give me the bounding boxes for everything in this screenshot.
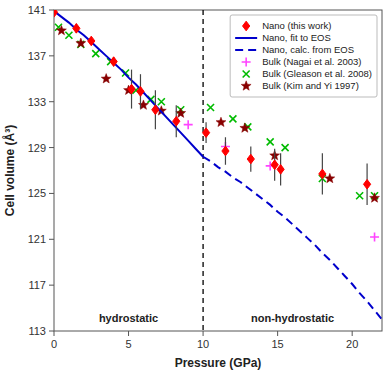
x-tick-label: 10 <box>197 338 209 350</box>
series-line <box>54 11 203 157</box>
point <box>325 173 335 182</box>
legend-handle <box>243 71 250 78</box>
annotations: hydrostatic non-hydrostatic <box>99 312 334 324</box>
point <box>222 146 229 156</box>
point <box>88 36 95 46</box>
point <box>319 169 326 179</box>
point <box>158 98 165 105</box>
point <box>92 50 99 57</box>
axes: 0 5 10 15 20 113 117 121 125 129 133 137 141 Pressure… <box>2 4 382 370</box>
y-tick <box>49 101 54 102</box>
y-tick-label: 137 <box>28 50 46 62</box>
y-tick-label: 133 <box>28 96 46 108</box>
y-tick <box>49 147 54 148</box>
legend-box <box>230 15 377 97</box>
y-tick <box>49 285 54 286</box>
point <box>73 24 80 34</box>
legend-label: Nano (this work) <box>262 20 331 31</box>
x-tick-label: 5 <box>125 338 131 350</box>
y-tick <box>49 55 54 56</box>
x-axis-label: Pressure (GPa) <box>175 356 262 370</box>
point <box>370 232 379 241</box>
annotation: non-hydrostatic <box>251 312 334 324</box>
point <box>76 38 86 47</box>
point <box>216 117 226 126</box>
plot-area <box>54 10 382 331</box>
y-axis-label: Cell volume (Å³) <box>2 125 17 216</box>
series-3 <box>184 120 379 241</box>
series-4 <box>55 24 378 200</box>
point <box>57 25 67 34</box>
y-tick-label: 129 <box>28 142 46 154</box>
y-tick-label: 121 <box>28 233 46 245</box>
point <box>282 144 289 151</box>
x-tick-label: 15 <box>272 338 284 350</box>
y-tick-label: 113 <box>28 325 46 337</box>
legend-label: Bulk (Gleason et al. 2008) <box>262 68 372 79</box>
series-1 <box>54 11 203 157</box>
legend-label: Bulk (Nagai et al. 2003) <box>262 56 361 67</box>
point <box>101 74 111 83</box>
x-tick-label: 20 <box>346 338 358 350</box>
legend-handle <box>235 37 257 39</box>
x-tick <box>203 331 204 336</box>
series-2 <box>203 157 382 320</box>
y-tick-label: 125 <box>28 187 46 199</box>
legend-handle <box>243 21 250 31</box>
legend-label: Bulk (Kim and Yi 1997) <box>262 80 359 91</box>
series-5 <box>57 25 380 202</box>
point <box>356 192 363 199</box>
legend-label: Nano, fit to EOS <box>262 32 331 43</box>
point <box>240 123 250 132</box>
point <box>267 138 274 145</box>
point <box>152 105 159 115</box>
y-tick <box>49 10 54 11</box>
annotation: hydrostatic <box>99 312 158 324</box>
point <box>184 120 193 129</box>
reference-line <box>202 10 203 331</box>
point <box>173 116 180 126</box>
point <box>207 104 214 111</box>
point <box>247 154 254 164</box>
point <box>277 165 284 175</box>
series-line <box>203 157 382 320</box>
legend-handle <box>241 81 251 90</box>
point <box>65 32 72 39</box>
legend-handle <box>235 49 257 51</box>
legend-label: Nano, calc. from EOS <box>262 44 354 55</box>
point <box>229 115 236 122</box>
x-tick <box>54 331 55 336</box>
x-tick <box>128 331 129 336</box>
legend-handle <box>242 58 251 67</box>
plot-frame <box>54 10 382 331</box>
y-tick <box>49 193 54 194</box>
point <box>202 128 209 138</box>
point <box>370 193 380 202</box>
point <box>176 108 186 117</box>
point <box>271 160 278 170</box>
point <box>128 84 135 94</box>
point <box>363 179 370 189</box>
y-tick-label: 117 <box>28 279 46 291</box>
y-tick-label: 141 <box>28 4 46 16</box>
y-tick <box>49 331 54 332</box>
x-tick-label: 0 <box>51 338 57 350</box>
x-tick <box>277 331 278 336</box>
y-tick <box>49 239 54 240</box>
point <box>54 10 58 17</box>
chart: 0 5 10 15 20 113 117 121 125 129 133 137 141 Pressure… <box>0 0 392 375</box>
legend: Nano (this work)Nano, fit to EOSNano, ca… <box>230 15 377 97</box>
series-0 <box>54 10 371 205</box>
point <box>110 57 117 67</box>
point <box>137 87 144 97</box>
x-tick <box>352 331 353 336</box>
